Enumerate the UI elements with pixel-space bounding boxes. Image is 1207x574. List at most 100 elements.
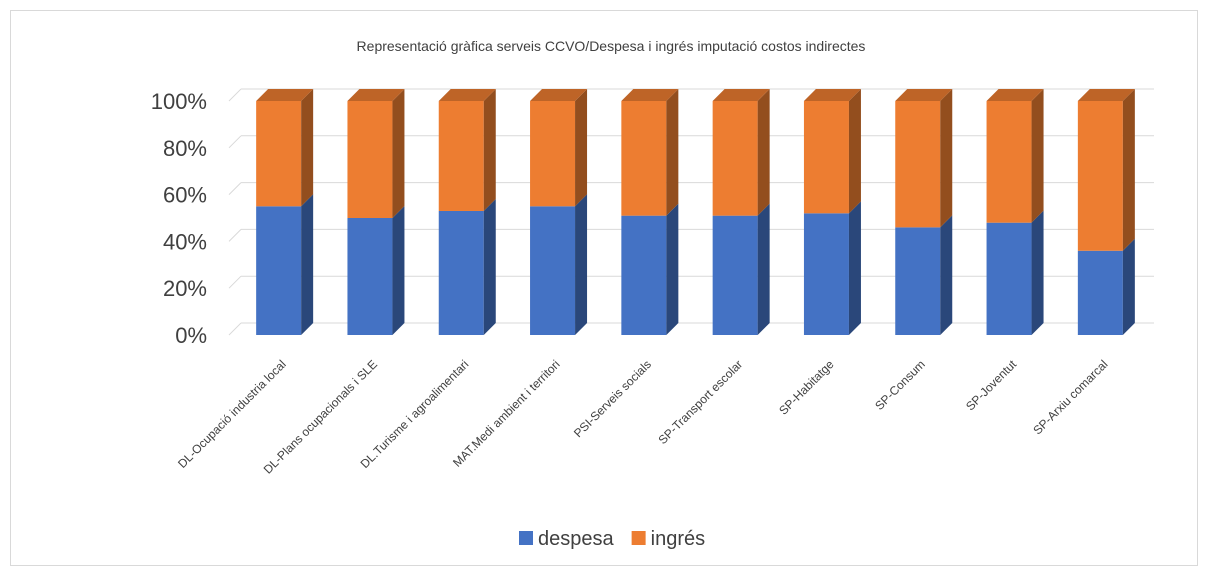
bar-side [757, 203, 770, 335]
bars [256, 89, 1135, 335]
bar-segment-despesa [1077, 238, 1135, 335]
bar-side [1031, 210, 1044, 335]
bar-side [666, 89, 679, 216]
bar-top [1077, 89, 1135, 101]
bar-front [347, 218, 393, 335]
bar-side [940, 215, 953, 335]
bar-segment-despesa [712, 203, 770, 335]
bar-segment-ingrés [1077, 89, 1135, 251]
chart-area: Representació gràfica serveis CCVO/Despe… [10, 10, 1198, 566]
x-tick-label: SP-Joventut [963, 357, 1020, 414]
legend-swatch [519, 531, 533, 545]
x-tick-label: SP-Transport escolar [656, 357, 746, 447]
y-tick-label: 20% [163, 276, 207, 301]
bar-front [530, 101, 576, 207]
bar-front [347, 101, 393, 218]
bar-side [575, 89, 588, 207]
y-axis-ticks: 0% 20% 40% 60% 80% 100% [151, 89, 207, 348]
bar-front [1077, 250, 1123, 335]
bar-segment-despesa [438, 198, 496, 335]
bar-top [712, 89, 770, 101]
x-tick-label: PSI-Serveis socials [571, 357, 654, 440]
bar-side [575, 194, 588, 335]
bar-segment-despesa [621, 203, 679, 335]
bar-top [256, 89, 314, 101]
bar-front [438, 101, 484, 211]
bar-segment-ingrés [895, 89, 953, 228]
bar-top [895, 89, 953, 101]
gridline-diag [228, 182, 242, 195]
bar-front [986, 222, 1032, 335]
bar-front [530, 206, 576, 335]
bar-segment-ingrés [621, 89, 679, 216]
bar-side [940, 89, 953, 228]
y-tick-label: 100% [151, 89, 207, 114]
bar-front [803, 213, 849, 335]
bar-side [301, 89, 314, 207]
bar-segment-ingrés [347, 89, 405, 218]
bar-segment-ingrés [256, 89, 314, 207]
legend-swatch [631, 531, 646, 545]
bar-side [1122, 89, 1135, 251]
bar-side [848, 89, 861, 214]
bar-front [621, 101, 667, 216]
bar-side [392, 89, 405, 218]
legend-label: despesa [538, 528, 614, 550]
bar-front [803, 101, 849, 214]
bar-front [438, 210, 484, 335]
bar-front [621, 215, 667, 335]
bar-top [438, 89, 496, 101]
x-tick-label: SP-Habitatge [776, 357, 837, 418]
bar-segment-despesa [895, 215, 953, 335]
bar-top [621, 89, 679, 101]
bar-side [392, 206, 405, 335]
x-tick-label: SP-Arxiu comarcal [1030, 357, 1110, 437]
bar-front [712, 215, 758, 335]
y-tick-label: 60% [163, 183, 207, 208]
bar-segment-despesa [347, 206, 405, 335]
y-tick-label: 0% [175, 323, 207, 348]
bar-front [712, 101, 758, 216]
bar-side [666, 203, 679, 335]
bar-side [1031, 89, 1044, 223]
chart-svg: Representació gràfica serveis CCVO/Despe… [151, 38, 1154, 550]
bar-top [803, 89, 861, 101]
bar-segment-despesa [803, 201, 861, 335]
bar-front [986, 101, 1032, 223]
bar-segment-ingrés [712, 89, 770, 216]
bar-side [301, 194, 314, 335]
bar-front [256, 101, 302, 207]
gridline-diag [228, 88, 242, 102]
x-tick-label: DL.Turisme i agroalimentari [358, 357, 472, 471]
bar-front [895, 101, 941, 228]
legend-label: ingrés [651, 528, 705, 550]
gridline-diag [228, 135, 242, 149]
bar-front [256, 206, 302, 335]
bar-side [757, 89, 770, 216]
bar-segment-despesa [530, 194, 588, 335]
x-tick-label: MAT.Medi ambient i territori [450, 357, 563, 470]
bar-side [1122, 238, 1135, 335]
bar-segment-ingrés [438, 89, 496, 211]
bar-segment-ingrés [530, 89, 588, 207]
bar-side [483, 89, 496, 211]
gridline-diag [228, 229, 242, 242]
gridline-diag [228, 322, 242, 336]
gridline-diag [228, 275, 242, 289]
legend: despesa ingrés [519, 528, 705, 550]
bar-side [483, 198, 496, 335]
y-tick-label: 80% [163, 136, 207, 161]
bar-top [986, 89, 1044, 101]
bar-top [530, 89, 588, 101]
bar-segment-despesa [986, 210, 1044, 335]
x-tick-label: DL-Ocupació industria local [175, 357, 289, 471]
chart-title: Representació gràfica serveis CCVO/Despe… [357, 38, 866, 54]
bar-segment-ingrés [803, 89, 861, 214]
bar-front [895, 227, 941, 335]
bar-segment-ingrés [986, 89, 1044, 223]
y-tick-label: 40% [163, 229, 207, 254]
bar-side [848, 201, 861, 335]
bar-top [347, 89, 405, 101]
bar-front [1077, 101, 1123, 251]
